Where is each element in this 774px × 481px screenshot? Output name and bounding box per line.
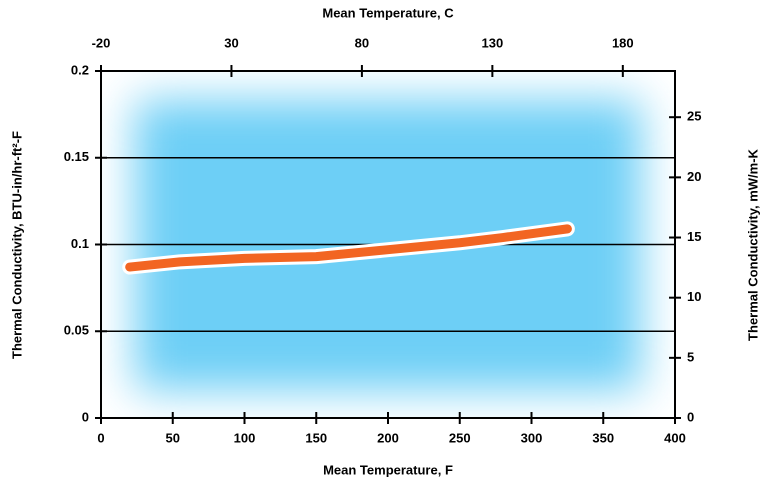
x2-axis-label: Mean Temperature, C bbox=[322, 5, 454, 20]
x2-tick-label: 180 bbox=[612, 35, 634, 50]
x-tick-label: 150 bbox=[305, 430, 327, 445]
x-tick-label: 0 bbox=[97, 430, 104, 445]
y2-tick-label: 20 bbox=[687, 169, 701, 184]
plot-frame bbox=[100, 70, 676, 419]
x-tick-label: 250 bbox=[449, 430, 471, 445]
y-tick-label: 0 bbox=[82, 409, 89, 424]
y-axis-label: Thermal Conductivity, BTU-in/hr-ft²-F bbox=[9, 131, 24, 359]
x-tick-label: 300 bbox=[521, 430, 543, 445]
x-tick-label: 200 bbox=[377, 430, 399, 445]
y-tick-label: 0.15 bbox=[64, 149, 89, 164]
x-tick-label: 400 bbox=[664, 430, 686, 445]
x-tick-label: 350 bbox=[592, 430, 614, 445]
line bbox=[125, 224, 572, 272]
x-tick-label: 100 bbox=[234, 430, 256, 445]
y-tick-label: 0.05 bbox=[64, 323, 89, 338]
x2-tick-label: 130 bbox=[482, 35, 504, 50]
y2-tick-label: 25 bbox=[687, 109, 701, 124]
y2-tick-label: 10 bbox=[687, 289, 701, 304]
y-tick-label: 0.2 bbox=[71, 62, 89, 77]
x2-tick-label: 80 bbox=[355, 35, 369, 50]
x-tick-label: 50 bbox=[166, 430, 180, 445]
y2-axis-label: Thermal Conductivity, mW/m-K bbox=[745, 148, 760, 340]
y2-tick-label: 5 bbox=[687, 349, 694, 364]
y2-tick-label: 0 bbox=[687, 409, 694, 424]
y2-tick-label: 15 bbox=[687, 229, 701, 244]
x2-tick-label: 30 bbox=[224, 35, 238, 50]
x-axis-label: Mean Temperature, F bbox=[323, 462, 453, 477]
y-tick-label: 0.1 bbox=[71, 236, 89, 251]
x2-tick-label: -20 bbox=[92, 35, 111, 50]
